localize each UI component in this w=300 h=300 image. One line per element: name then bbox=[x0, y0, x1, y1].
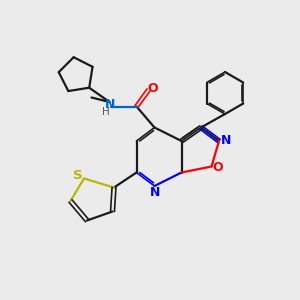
Text: N: N bbox=[105, 98, 116, 112]
Text: N: N bbox=[220, 134, 231, 147]
Text: O: O bbox=[148, 82, 158, 95]
Text: N: N bbox=[150, 186, 160, 199]
Text: S: S bbox=[73, 169, 82, 182]
Text: H: H bbox=[102, 107, 110, 117]
Text: O: O bbox=[213, 160, 224, 174]
